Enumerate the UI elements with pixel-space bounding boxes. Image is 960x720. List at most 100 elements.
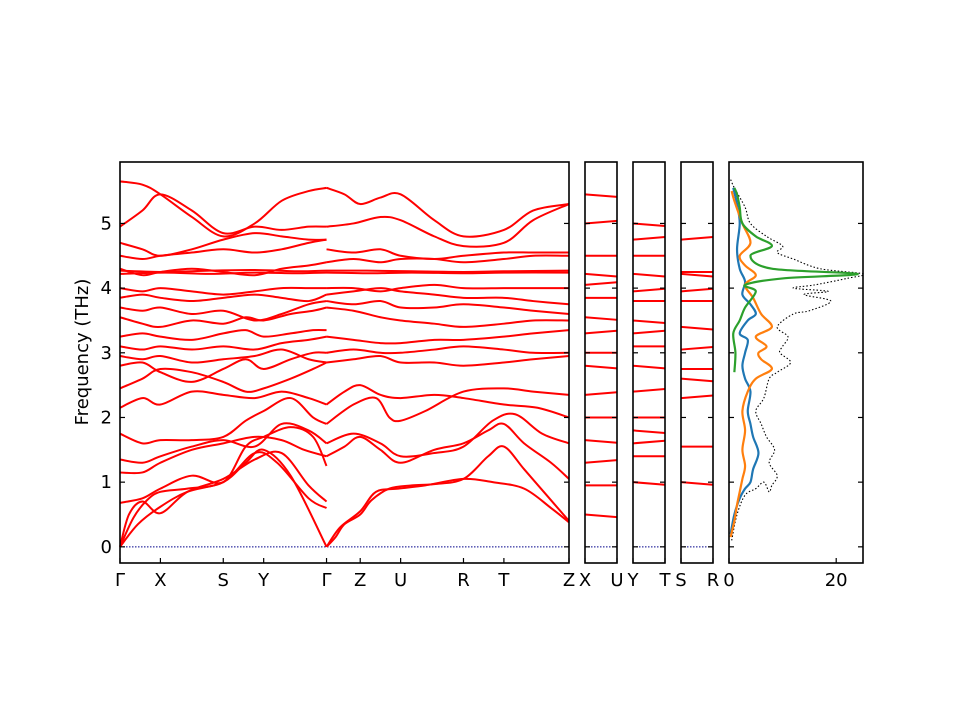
phonon-band bbox=[680, 287, 714, 293]
y-tick-label: 3 bbox=[101, 343, 112, 364]
phonon-band bbox=[325, 384, 570, 419]
dos-x-tick-label: 0 bbox=[723, 570, 734, 591]
phonon-band bbox=[119, 348, 327, 364]
dos-panel-frame bbox=[728, 161, 864, 564]
phonon-band bbox=[119, 448, 328, 548]
phonon-band bbox=[119, 238, 327, 261]
phonon-band bbox=[326, 203, 570, 248]
phonon-band bbox=[119, 180, 327, 238]
phonon-band bbox=[326, 300, 570, 315]
phonon-band bbox=[119, 286, 327, 296]
phonon-band bbox=[325, 387, 570, 425]
phonon-band bbox=[632, 388, 666, 393]
phonon-band bbox=[632, 287, 666, 293]
x-tick-label: U bbox=[394, 570, 407, 591]
phonon-band bbox=[119, 351, 327, 383]
dos-partial-curve bbox=[732, 187, 859, 373]
x-tick-label: S bbox=[218, 570, 229, 591]
x-tick-label: S bbox=[675, 570, 686, 591]
x-tick-label: R bbox=[457, 570, 470, 591]
y-tick-label: 0 bbox=[101, 537, 112, 558]
phonon-band bbox=[632, 319, 666, 325]
phonon-band bbox=[632, 429, 666, 434]
phonon-band bbox=[325, 477, 570, 548]
dos-partial-curve bbox=[729, 190, 773, 538]
phonon-band bbox=[119, 268, 570, 273]
x-tick-label: T bbox=[659, 570, 672, 591]
phonon-band bbox=[119, 422, 328, 464]
panel-frame bbox=[680, 161, 714, 564]
x-tick-label: Z bbox=[354, 570, 366, 591]
x-tick-label: X bbox=[154, 570, 166, 591]
phonon-band bbox=[119, 335, 327, 351]
phonon-band bbox=[584, 459, 618, 464]
phonon-band bbox=[584, 193, 618, 198]
phonon-band bbox=[119, 426, 328, 504]
phonon-band bbox=[119, 450, 328, 548]
phonon-band bbox=[119, 193, 327, 235]
dos-partial-curve bbox=[729, 187, 760, 535]
phonon-band bbox=[632, 364, 666, 370]
panel-frame bbox=[584, 161, 618, 564]
phonon-band bbox=[119, 451, 328, 548]
phonon-band bbox=[119, 397, 327, 445]
phonon-band bbox=[326, 354, 570, 367]
phonon-band bbox=[119, 271, 570, 275]
phonon-band bbox=[326, 345, 570, 355]
phonon-band bbox=[632, 329, 666, 335]
phonon-band bbox=[584, 364, 618, 370]
x-tick-label: Γ bbox=[322, 570, 332, 591]
phonon-band bbox=[119, 293, 327, 303]
dos-x-tick-label: 20 bbox=[825, 570, 848, 591]
phonon-band bbox=[632, 236, 666, 241]
phonon-band bbox=[584, 316, 618, 321]
phonon-band bbox=[119, 232, 327, 257]
phonon-band bbox=[119, 390, 327, 409]
phonon-band bbox=[119, 361, 327, 393]
phonon-band bbox=[326, 422, 570, 480]
phonon-band bbox=[680, 345, 714, 351]
phonon-band bbox=[119, 435, 327, 475]
panel-frame bbox=[119, 161, 570, 564]
phonon-band bbox=[680, 394, 714, 400]
phonon-band bbox=[326, 329, 570, 345]
x-tick-label: Y bbox=[627, 570, 640, 591]
dos-total-curve bbox=[729, 177, 865, 541]
phonon-band bbox=[584, 219, 618, 225]
y-tick-label: 5 bbox=[101, 213, 112, 234]
phonon-band bbox=[119, 261, 327, 277]
phonon-band bbox=[584, 439, 618, 444]
phonon-band bbox=[680, 377, 714, 383]
phonon-band bbox=[119, 328, 327, 341]
phonon-band bbox=[326, 186, 570, 238]
phonon-band bbox=[632, 222, 666, 228]
phonon-band bbox=[584, 272, 618, 278]
phonon-band bbox=[325, 445, 570, 548]
phonon-band bbox=[326, 283, 569, 293]
phonon-band bbox=[584, 329, 618, 335]
phonon-band bbox=[326, 306, 570, 328]
phonon-band bbox=[584, 513, 618, 519]
phonon-band bbox=[632, 272, 666, 278]
phonon-band bbox=[680, 481, 714, 486]
phonon-band bbox=[326, 287, 570, 306]
phonon-band bbox=[680, 236, 714, 241]
y-tick-label: 1 bbox=[101, 472, 112, 493]
panel-frame bbox=[632, 161, 666, 564]
y-tick-label: 4 bbox=[101, 278, 112, 299]
phonon-band bbox=[584, 391, 618, 396]
y-tick-label: 2 bbox=[101, 407, 112, 428]
x-tick-label: Z bbox=[563, 570, 575, 591]
x-tick-label: U bbox=[610, 570, 623, 591]
x-tick-label: X bbox=[579, 570, 591, 591]
phonon-band bbox=[680, 325, 714, 331]
x-tick-label: T bbox=[497, 570, 510, 591]
y-axis-title: Frequency (THz) bbox=[72, 279, 93, 426]
phonon-band bbox=[680, 272, 714, 278]
phonon-band bbox=[119, 300, 327, 322]
phonon-band bbox=[119, 306, 327, 329]
x-tick-label: Γ bbox=[115, 570, 125, 591]
phonon-band bbox=[632, 481, 666, 486]
